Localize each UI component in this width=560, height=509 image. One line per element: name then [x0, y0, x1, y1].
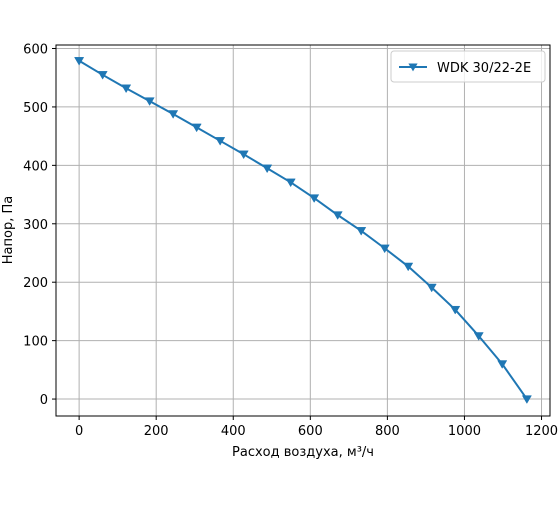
y-tick-label: 0 — [40, 393, 48, 408]
x-tick-label: 1200 — [525, 424, 558, 439]
data-point-marker — [473, 332, 484, 341]
y-tick-label: 300 — [23, 218, 48, 233]
x-tick-label: 200 — [144, 424, 169, 439]
data-point-marker — [403, 262, 414, 272]
y-axis-ticks: 0 100 200 300 400 500 600 — [23, 43, 56, 408]
legend-marker-triangle-down-icon — [408, 63, 418, 72]
data-point-marker — [332, 211, 343, 220]
series-layer — [74, 57, 532, 404]
y-tick-label: 400 — [23, 159, 48, 174]
y-tick-label: 600 — [23, 43, 48, 58]
data-point-marker — [168, 110, 179, 119]
data-point-marker — [74, 57, 85, 66]
data-point-marker — [215, 137, 226, 146]
data-point-marker — [144, 97, 155, 106]
data-point-marker — [238, 150, 249, 160]
y-tick-label: 500 — [23, 101, 48, 116]
data-point-marker — [379, 244, 390, 254]
legend-label: WDK 30/22-2E — [437, 61, 531, 76]
data-point-marker — [121, 84, 132, 94]
legend-box — [390, 50, 546, 83]
y-tick-label: 100 — [23, 335, 48, 350]
grid-lines — [56, 45, 550, 416]
data-point-marker — [521, 395, 532, 404]
plot-frame — [55, 44, 551, 417]
x-tick-label: 600 — [298, 424, 323, 439]
data-point-marker — [450, 305, 461, 315]
y-axis-title: Напор, Па — [1, 196, 16, 264]
axes-frame — [55, 44, 551, 417]
x-tick-label: 1000 — [448, 424, 481, 439]
legend: WDK 30/22-2E — [390, 50, 546, 83]
data-point-marker — [262, 164, 273, 174]
data-point-marker — [497, 360, 508, 369]
x-axis-title: Расход воздуха, м³/ч — [232, 445, 374, 460]
x-tick-label: 0 — [75, 424, 83, 439]
series-line — [78, 59, 528, 400]
data-point-marker — [356, 227, 367, 236]
data-point-marker — [309, 194, 320, 203]
data-point-marker — [426, 283, 437, 293]
data-point-marker — [191, 123, 202, 133]
x-axis-ticks: 0 200 400 600 800 1000 1200 — [75, 416, 558, 439]
x-tick-label: 800 — [375, 424, 400, 439]
data-point-marker — [285, 178, 296, 188]
x-tick-label: 400 — [221, 424, 246, 439]
data-point-marker — [97, 71, 108, 80]
y-tick-label: 200 — [23, 276, 48, 291]
